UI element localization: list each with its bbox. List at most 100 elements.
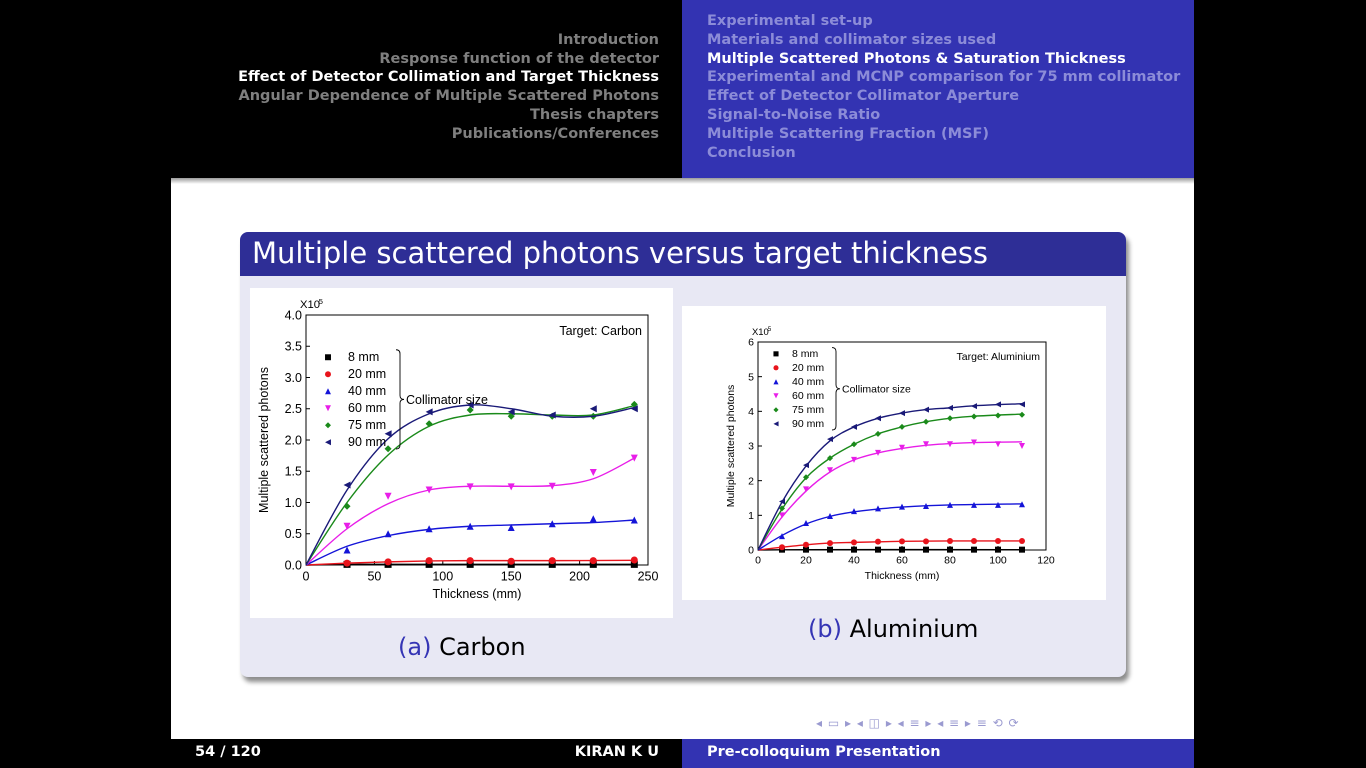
y-tick-label: 2 (748, 475, 754, 487)
data-point (971, 403, 977, 410)
nav-subsection-snr[interactable]: Signal-to-Noise Ratio (707, 107, 881, 123)
legend-marker (325, 405, 331, 412)
nav-section-publications[interactable]: Publications/Conferences (451, 126, 659, 142)
data-point (875, 415, 881, 422)
nav-section-introduction[interactable]: Introduction (557, 32, 659, 48)
data-point (384, 558, 392, 566)
y-axis-label: Multiple scattered photons (257, 367, 271, 513)
y-axis-label: Multiple scattered photons (725, 385, 737, 508)
data-point (851, 441, 857, 448)
x-tick-label: 40 (848, 555, 860, 567)
data-point (507, 408, 515, 416)
fit-curve (305, 457, 635, 566)
x-tick-label: 100 (432, 570, 453, 584)
data-point (971, 501, 977, 508)
data-point (384, 530, 392, 538)
nav-subsection-materials[interactable]: Materials and collimator sizes used (707, 32, 997, 48)
fit-curve (757, 503, 1023, 551)
data-point (851, 508, 857, 515)
y-tick-label: 3.0 (285, 371, 302, 385)
x-tick-label: 60 (896, 555, 908, 567)
data-point (1019, 401, 1025, 408)
data-point (899, 538, 905, 545)
data-point (507, 483, 515, 491)
footer-author: KIRAN K U (574, 744, 659, 760)
figure-aluminium: 0 1 2 3 4 5 6 0 20 40 60 80 100 120 Thickness (mm) Mult… (682, 306, 1106, 600)
fit-curve (757, 540, 1023, 551)
data-point (875, 546, 881, 553)
data-point (947, 501, 953, 508)
data-point (589, 557, 597, 565)
data-point (827, 467, 833, 474)
data-point (343, 481, 351, 489)
chart-carbon: 0.0 0.5 1.0 1.5 2.0 2.5 3.0 3.5 4.0 0 50 100 150 200 2… (257, 297, 659, 601)
data-point (425, 408, 433, 416)
data-point (425, 420, 433, 428)
legend-marker (773, 407, 779, 413)
x-tick-label: 0 (755, 555, 761, 567)
data-point (466, 560, 474, 568)
data-point (947, 546, 953, 553)
nav-subsection-conclusion[interactable]: Conclusion (707, 145, 796, 161)
nav-subsection-experimental-setup[interactable]: Experimental set-up (707, 13, 873, 29)
data-point (803, 546, 809, 553)
data-point (507, 524, 515, 531)
data-point (384, 492, 392, 500)
y-tick-label: 4.0 (285, 308, 302, 322)
footer-right: Pre-colloquium Presentation (682, 739, 1194, 768)
fit-curve (757, 441, 1023, 551)
data-point (899, 423, 905, 430)
slide: Introduction Response function of the de… (171, 0, 1194, 768)
data-point (630, 405, 638, 413)
data-point (589, 405, 597, 413)
y-tick-label: 6 (748, 337, 754, 349)
nav-section-angular-dependence[interactable]: Angular Dependence of Multiple Scattered… (238, 88, 660, 104)
data-point (589, 469, 597, 476)
data-point (827, 455, 833, 462)
fit-curve (305, 563, 635, 566)
data-point (827, 540, 833, 547)
legend-label: 20 mm (792, 362, 824, 374)
caption-aluminium: (b) Aluminium (808, 615, 978, 643)
footer-title: Pre-colloquium Presentation (707, 744, 941, 760)
beamer-navigation-symbols[interactable]: ◂ ▭ ▸ ◂ ◫ ▸ ◂ ≡ ▸ ◂ ≡ ▸ ≡ ⟲ ⟳ (816, 716, 1020, 730)
legend-label: 20 mm (348, 367, 386, 381)
legend-title: Collimator size (842, 383, 911, 395)
x-tick-label: 250 (638, 570, 659, 584)
y-multiplier: X10 (300, 299, 320, 311)
data-point (384, 430, 392, 438)
section-navigation: Introduction Response function of the de… (171, 0, 682, 178)
y-exponent: 5 (768, 326, 772, 333)
data-point (779, 533, 785, 540)
data-point (803, 541, 809, 548)
y-tick-label: 3.5 (285, 340, 302, 354)
data-point (995, 401, 1001, 408)
data-point (466, 406, 474, 414)
legend-label: 90 mm (348, 435, 386, 449)
fit-curve (757, 413, 1023, 551)
nav-section-effect-of-collimation[interactable]: Effect of Detector Collimation and Targe… (238, 69, 659, 85)
y-tick-label: 1.5 (285, 465, 302, 479)
data-point (875, 538, 881, 545)
data-point (548, 560, 556, 568)
legend-marker (325, 371, 331, 378)
data-point (779, 544, 785, 551)
nav-subsection-multiple-scattered[interactable]: Multiple Scattered Photons & Saturation … (707, 51, 1126, 67)
data-point (923, 406, 929, 413)
legend-label: 8 mm (792, 348, 819, 360)
nav-section-response-function[interactable]: Response function of the detector (379, 51, 659, 67)
nav-subsection-mcnp-comparison[interactable]: Experimental and MCNP comparison for 75 … (707, 69, 1181, 85)
data-point (995, 537, 1001, 544)
y-tick-label: 5 (748, 371, 754, 383)
data-point (548, 520, 556, 528)
data-point (875, 449, 881, 456)
data-point (947, 441, 953, 448)
nav-section-thesis-chapters[interactable]: Thesis chapters (530, 107, 659, 123)
data-point (343, 502, 351, 510)
x-tick-label: 80 (944, 555, 956, 567)
nav-subsection-msf[interactable]: Multiple Scattering Fraction (MSF) (707, 126, 990, 142)
caption-aluminium-text: Aluminium (849, 615, 979, 643)
data-point (827, 513, 833, 520)
x-axis-label: Thickness (mm) (433, 587, 522, 601)
nav-subsection-collimator-aperture[interactable]: Effect of Detector Collimator Aperture (707, 88, 1020, 104)
